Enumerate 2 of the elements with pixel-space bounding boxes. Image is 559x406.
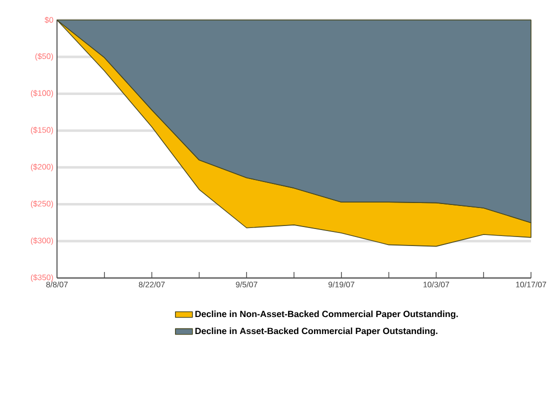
legend-label: Decline in Asset-Backed Commercial Paper Outstanding. xyxy=(195,328,438,336)
legend-label: Decline in Non-Asset-Backed Commercial Paper Outstanding. xyxy=(195,310,458,319)
